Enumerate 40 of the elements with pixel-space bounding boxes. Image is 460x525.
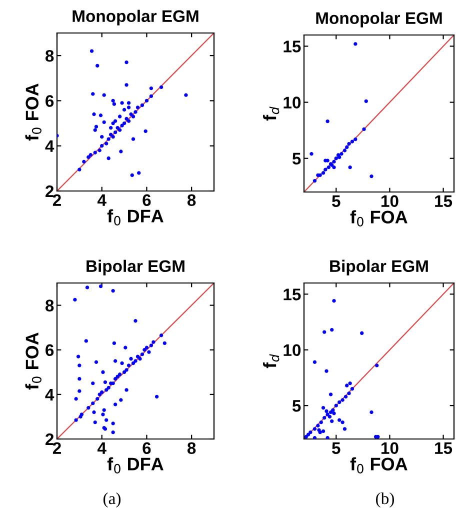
x-axis-title: f$_{0}$ FOA [350,457,408,474]
text: (b) [376,492,394,508]
x-tick-label: 10 [381,195,398,208]
chart-title: Monopolar EGM [316,12,442,28]
y-tick-label: 2 [46,433,54,446]
x-tick-label: 8 [187,194,196,206]
y-axis-title: f$_{d}$ [262,106,280,121]
y-tick-label: 4 [45,140,54,152]
x-tick-label: 6 [142,194,151,206]
x-tick-label: 15 [435,442,452,454]
y-tick-label: 10 [284,96,301,108]
x-axis-title: f$_{0}$ DFA [107,209,164,226]
x-tick-label: 10 [381,442,398,454]
y-tick-label: 2 [46,185,54,198]
x-axis-title: f$_{0}$ FOA [350,210,408,226]
x-tick-label: 15 [435,195,452,208]
x-tick-label: 6 [142,442,151,454]
y-tick-label: 5 [292,400,301,412]
x-tick-label: 5 [332,195,340,208]
y-axis-title: f$_{0}$ FOA [25,332,42,390]
x-tick-label: 4 [97,194,106,206]
chart-title: Bipolar EGM [86,260,184,276]
y-tick-label: 8 [45,50,54,62]
x-tick-label: 4 [97,442,106,454]
x-axis-title: f$_{0}$ DFA [107,457,164,474]
y-axis-title: f$_{d}$ [262,354,280,368]
x-tick-label: 5 [332,442,340,454]
text: (a) [103,492,121,508]
chart-title: Bipolar EGM [330,260,428,276]
y-tick-label: 15 [284,288,301,300]
y-tick-label: 8 [45,300,54,312]
y-tick-label: 10 [284,344,301,356]
y-tick-label: 6 [46,344,54,356]
y-tick-label: 15 [284,40,301,52]
y-tick-label: 5 [292,152,301,165]
y-tick-label: 4 [45,389,54,400]
chart-title: Monopolar EGM [72,10,198,26]
y-axis-title: f$_{0}$ FOA [25,84,42,141]
x-tick-label: 8 [187,442,196,454]
y-tick-label: 6 [46,95,54,107]
